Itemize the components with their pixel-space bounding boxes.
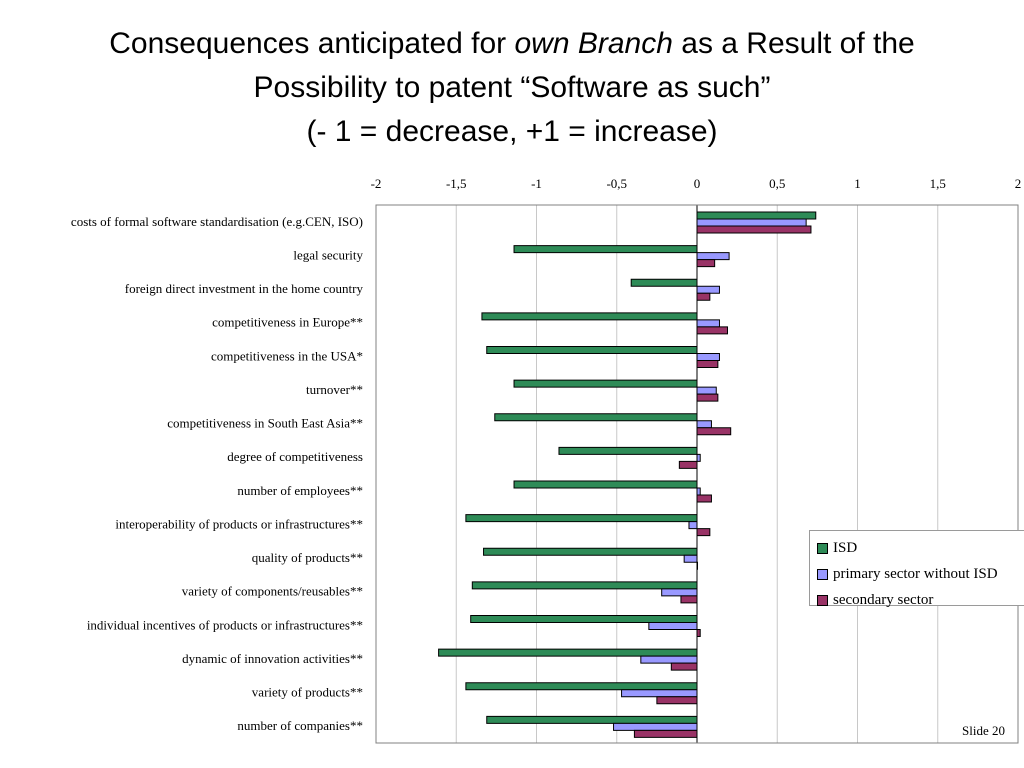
category-label: number of companies** [237,718,363,733]
chart-legend: ISD primary sector without ISD secondary s… [809,530,1024,608]
bar-secondary [696,494,712,503]
bar-isd [483,547,698,556]
legend-swatch [817,568,828,580]
bar-isd [696,211,817,220]
category-label: foreign direct investment in the home co… [125,281,364,296]
bar-isd [558,446,698,455]
bar-isd [481,312,698,321]
bar-primary [696,285,720,294]
category-label: legal security [293,247,363,262]
category-label: degree of competitiveness [227,449,363,464]
bar-secondary [696,360,719,368]
plot-border [375,204,1019,744]
bar-isd [513,480,698,489]
bar-isd [494,413,698,422]
bar-isd [630,278,698,287]
x-tick-label: -1 [531,176,542,191]
bar-isd [513,379,698,388]
bar-isd [486,346,698,354]
category-label: variety of products** [252,685,363,700]
legend-item: ISD [817,535,1024,561]
legend-label: primary sector without ISD [833,565,998,582]
bar-secondary [696,292,711,301]
x-tick-label: 2 [1015,176,1022,191]
category-label: competitiveness in the USA* [211,348,363,363]
bar-primary [621,689,698,698]
x-tick-label: 0,5 [769,176,785,191]
bar-primary [696,386,717,395]
bar-isd [465,682,698,691]
bar-primary [696,319,720,328]
x-tick-label: -2 [371,176,382,191]
bar-primary [683,554,698,563]
legend-swatch [817,594,828,606]
category-label: competitiveness in Europe** [212,315,363,330]
chart-title: Consequences anticipated for own Branch … [0,22,1024,154]
bar-primary [696,252,730,261]
title-line-1-emphasis: own Branch [514,27,673,60]
bar-secondary [696,259,716,268]
bar-primary [661,588,698,597]
title-line-1-post: as a Result of the [672,27,915,60]
bar-isd [513,245,698,254]
category-label: interoperability of products or infrastr… [115,516,363,531]
legend-item: secondary sector [817,587,1024,613]
x-tick-label: 1,5 [930,176,946,191]
category-label: individual incentives of products or inf… [87,617,363,632]
bar-secondary [633,729,698,738]
bar-primary [696,353,720,361]
bar-primary [648,622,698,630]
category-label: variety of components/reusables** [182,584,363,599]
bar-secondary [696,393,719,402]
category-label: turnover** [306,382,363,397]
bar-primary [640,655,698,664]
title-line-1: Consequences anticipated for own Branch … [0,22,1024,66]
legend-label: ISD [833,539,858,556]
legend-item: primary sector without ISD [817,561,1024,587]
bar-secondary [696,326,728,335]
category-label: costs of formal software standardisation… [71,214,363,229]
bar-secondary [696,225,812,234]
category-label: competitiveness in South East Asia** [167,416,363,431]
bar-primary [696,218,807,227]
bar-secondary [678,460,698,469]
bar-isd [471,581,698,590]
x-tick-label: 1 [854,176,861,191]
category-label: number of employees** [237,483,363,498]
bar-secondary [670,662,698,671]
bar-secondary [696,528,711,537]
bar-secondary [680,595,698,604]
slide-number: Slide 20 [962,723,1005,738]
bar-primary [696,420,712,429]
bar-primary [688,521,698,530]
x-tick-label: -1,5 [446,176,467,191]
bar-isd [438,648,698,657]
bar-isd [465,514,698,523]
bar-isd [470,615,698,623]
title-line-2: Possibility to patent “Software as such” [253,71,771,104]
x-tick-label: -0,5 [606,176,627,191]
bar-primary [613,722,698,731]
legend-swatch [817,542,828,554]
x-tick-label: 0 [694,176,701,191]
category-label: dynamic of innovation activities** [182,651,363,666]
title-line-1-pre: Consequences anticipated for [109,27,515,60]
legend-label: secondary sector [833,591,934,608]
category-label: quality of products** [252,550,363,565]
bar-secondary [656,696,698,705]
bar-isd [486,715,698,724]
bar-secondary [696,427,732,436]
title-line-3: (- 1 = decrease, +1 = increase) [306,115,718,148]
